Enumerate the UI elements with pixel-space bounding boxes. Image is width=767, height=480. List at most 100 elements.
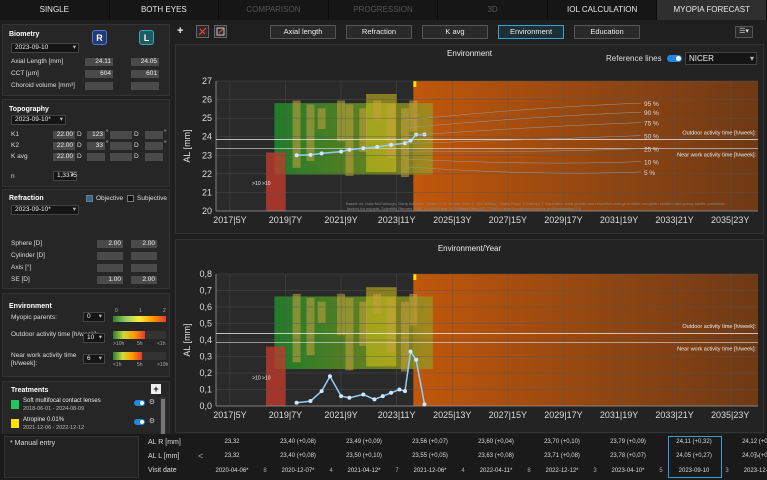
degree-label: ° xyxy=(164,140,167,147)
view-button-education[interactable]: Education xyxy=(574,25,640,39)
biometry-left-value[interactable]: 24.05 xyxy=(131,58,159,66)
next-visits-button[interactable]: > xyxy=(754,451,760,461)
al-r-cell[interactable]: 23,40 (+0,08) xyxy=(280,439,316,445)
topography-right-axis[interactable]: 123 xyxy=(87,131,105,139)
visit-date-cell[interactable]: 2022-04-11* xyxy=(479,468,513,474)
treatment-item[interactable]: Atropine 0.01% 2021-12-06 - 2022-12-12 ⚙ xyxy=(11,416,169,438)
topography-left-value[interactable] xyxy=(110,142,132,150)
al-l-cell[interactable]: 24,05 (+0,27) xyxy=(676,453,712,459)
visit-date-cell[interactable]: 2021-12-06* xyxy=(413,468,447,474)
al-l-cell[interactable]: 23,32 xyxy=(224,453,240,459)
visit-date-cell[interactable]: 2023-09-10 xyxy=(678,468,710,474)
al-r-cell[interactable]: 23,32 xyxy=(224,439,240,445)
myopic-parents-select[interactable]: 0 xyxy=(83,312,105,322)
biometry-date-select[interactable]: 2023-09-10 xyxy=(11,43,79,53)
al-l-cell[interactable]: 23,40 (+0,08) xyxy=(280,453,316,459)
al-r-cell[interactable]: 23,79 (+0,09) xyxy=(610,439,646,445)
al-r-cell[interactable]: 23,56 (+0,07) xyxy=(412,439,448,445)
outdoor-select[interactable]: 10 xyxy=(83,333,105,343)
n-select[interactable]: 1,3375 xyxy=(53,171,77,181)
percentile-curve xyxy=(405,166,642,174)
al-r-cell[interactable]: 23,70 (+0,10) xyxy=(544,439,580,445)
visit-date-cell[interactable]: 2023-04-10* xyxy=(611,468,645,474)
view-button-environment[interactable]: Environment xyxy=(498,25,564,39)
refraction-right-value[interactable] xyxy=(97,252,123,260)
unit-label: D xyxy=(77,153,82,160)
topography-left-axis[interactable] xyxy=(145,153,163,161)
add-icon[interactable]: + xyxy=(177,25,184,37)
treatment-toggle[interactable] xyxy=(134,419,145,425)
refraction-left-value[interactable] xyxy=(131,264,157,272)
edit-icon[interactable] xyxy=(214,25,227,38)
al-r-cell[interactable]: 23,60 (+0,04) xyxy=(478,439,514,445)
refraction-left-value[interactable] xyxy=(131,252,157,260)
gear-icon[interactable]: ⚙ xyxy=(148,399,155,406)
treatment-toggle[interactable] xyxy=(134,400,145,406)
objective-label: Objective xyxy=(96,195,124,202)
outdoor-slider[interactable] xyxy=(113,331,166,339)
topography-right-value[interactable]: 22.00 xyxy=(53,131,75,139)
topography-left-value[interactable] xyxy=(110,153,132,161)
topography-left-axis[interactable] xyxy=(145,131,163,139)
al-l-cell[interactable]: 23,78 (+0,07) xyxy=(610,453,646,459)
biometry-left-value[interactable] xyxy=(131,82,159,90)
parents-scale-gradient xyxy=(113,316,166,322)
refraction-right-value[interactable]: 2.00 xyxy=(97,240,123,248)
topography-right-axis[interactable] xyxy=(87,153,105,161)
tab-single[interactable]: SINGLE xyxy=(0,0,110,20)
refraction-right-value[interactable]: 1.00 xyxy=(97,276,123,284)
visit-date-cell[interactable]: 2021-04-12* xyxy=(347,468,381,474)
tab-both-eyes[interactable]: BOTH EYES xyxy=(110,0,220,20)
visit-date-cell[interactable]: 2020-12-07* xyxy=(281,468,315,474)
visit-date-cell[interactable]: 2020-04-06* xyxy=(215,468,249,474)
view-button-axial-length[interactable]: Axial length xyxy=(270,25,336,39)
biometry-right-value[interactable]: 604 xyxy=(85,70,113,78)
right-eye-badge[interactable]: R xyxy=(92,30,107,45)
add-treatment-button[interactable]: + xyxy=(151,384,161,394)
topography-right-value[interactable]: 22.00 xyxy=(53,153,75,161)
objective-checkbox[interactable] xyxy=(86,195,93,202)
topography-left-axis[interactable] xyxy=(145,142,163,150)
clear-marks-icon[interactable] xyxy=(196,25,209,38)
subjective-checkbox[interactable] xyxy=(127,195,134,202)
topography-date-select[interactable]: 2023-09-10* xyxy=(11,115,66,125)
tab-myopia-forecast[interactable]: MYOPIA FORECAST xyxy=(657,0,767,20)
gear-icon[interactable]: ⚙ xyxy=(148,418,155,425)
nearwork-select[interactable]: 6 xyxy=(83,354,105,364)
biometry-left-value[interactable]: 601 xyxy=(131,70,159,78)
refraction-right-value[interactable] xyxy=(97,264,123,272)
topography-right-value[interactable]: 22.00 xyxy=(53,142,75,150)
biometry-right-value[interactable]: 24.11 xyxy=(85,58,113,66)
tab-3d[interactable]: 3D xyxy=(438,0,548,20)
treatments-scrollbar[interactable] xyxy=(160,397,166,451)
treatment-item[interactable]: Soft multifocal contact lenses 2018-06-01… xyxy=(11,397,169,419)
menu-icon[interactable]: ☰▾ xyxy=(735,26,753,38)
refraction-left-value[interactable]: 2.00 xyxy=(131,276,157,284)
al-r-cell[interactable]: 23,49 (+0,09) xyxy=(346,439,382,445)
topography-left-value[interactable] xyxy=(110,131,132,139)
al-l-cell[interactable]: 23,50 (+0,10) xyxy=(346,453,382,459)
view-button-refraction[interactable]: Refraction xyxy=(346,25,412,39)
tab-comparison[interactable]: COMPARISON xyxy=(219,0,329,20)
al-r-cell[interactable]: 24,12 (+0,01) xyxy=(742,439,767,445)
al-r-cell[interactable]: 24,11 (+0,32) xyxy=(676,439,712,445)
view-button-k-avg[interactable]: K avg xyxy=(422,25,488,39)
unit-label: D xyxy=(77,131,82,138)
reference-lines-toggle[interactable] xyxy=(667,55,682,62)
visit-date-cell[interactable]: 2022-12-12* xyxy=(545,468,579,474)
al-l-cell[interactable]: 23,63 (+0,08) xyxy=(478,453,514,459)
biometry-right-value[interactable] xyxy=(85,82,113,90)
al-l-cell[interactable]: 24,07 (+0,02) xyxy=(742,453,767,459)
al-l-cell[interactable]: 23,71 (+0,08) xyxy=(544,453,580,459)
topography-right-axis[interactable]: 33 xyxy=(87,142,105,150)
nearwork-slider[interactable] xyxy=(113,352,166,360)
tab-iol-calculation[interactable]: IOL CALCULATION xyxy=(548,0,658,20)
refraction-left-value[interactable]: 2.00 xyxy=(131,240,157,248)
al-l-cell[interactable]: 23,55 (+0,05) xyxy=(412,453,448,459)
visit-date-cell[interactable]: 2023-12-11* xyxy=(743,468,767,474)
reference-select[interactable]: NICER xyxy=(685,52,757,65)
left-eye-badge[interactable]: L xyxy=(139,30,154,45)
prev-visits-button[interactable]: < xyxy=(198,451,204,461)
refraction-date-select[interactable]: 2023-09-10* xyxy=(11,205,79,215)
tab-progression[interactable]: PROGRESSION xyxy=(329,0,439,20)
